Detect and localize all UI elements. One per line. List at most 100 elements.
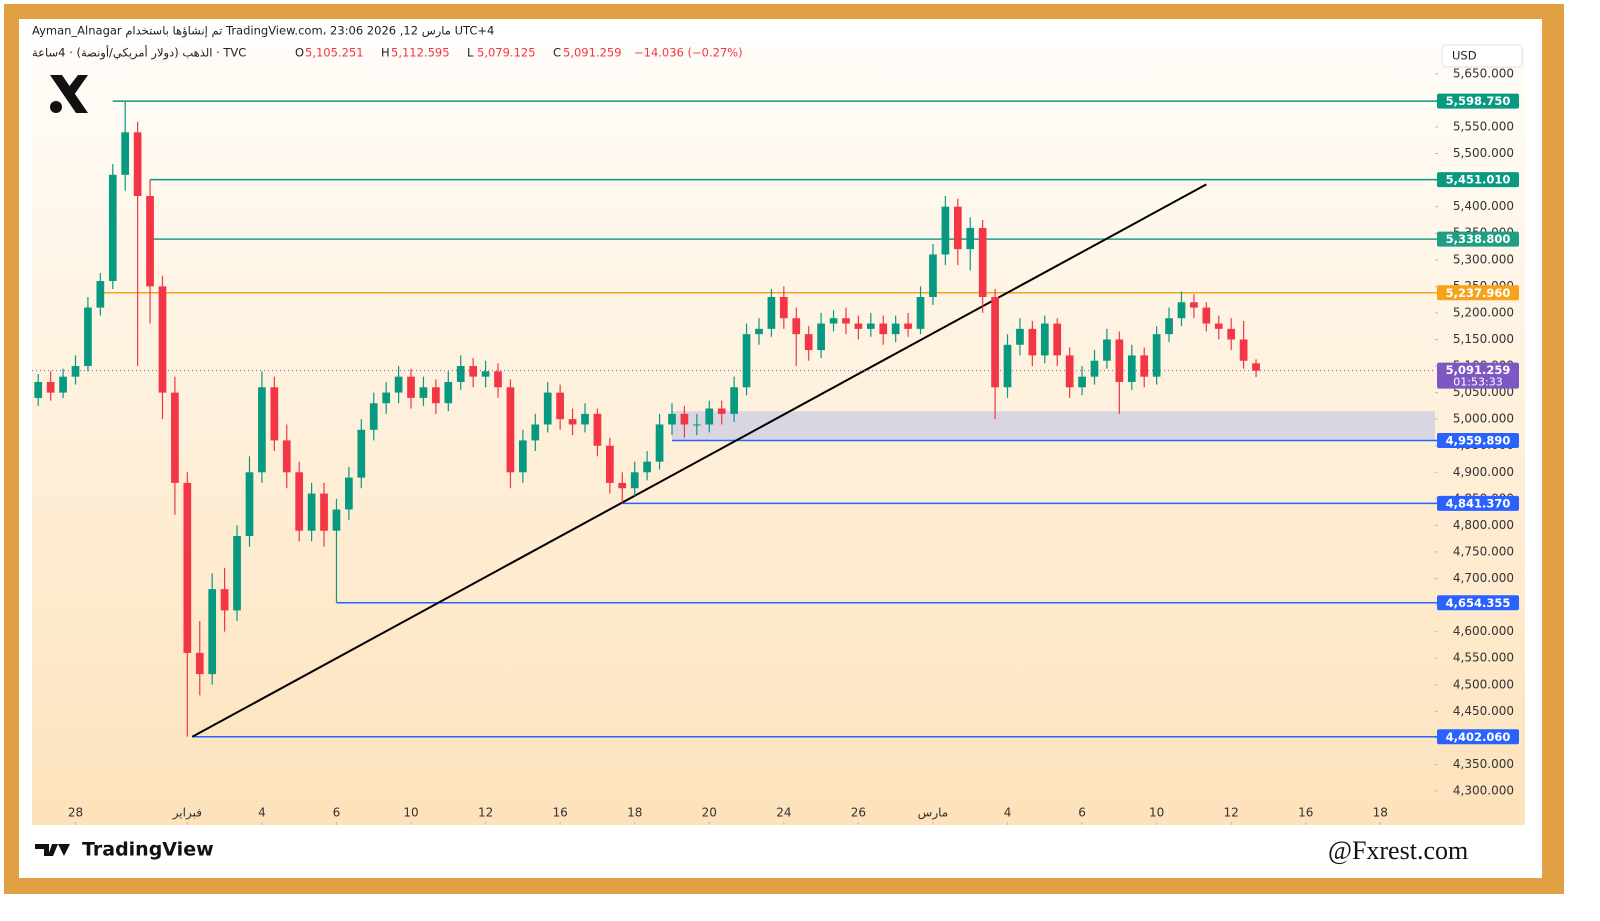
candle-body xyxy=(46,381,55,393)
candle-body xyxy=(270,387,279,441)
y-tick-label: 5,500.000 xyxy=(1453,146,1514,160)
candle-body xyxy=(568,419,577,425)
candle-body xyxy=(419,387,428,398)
y-tick-label: 4,600.000 xyxy=(1453,624,1514,638)
candle-body xyxy=(345,477,353,510)
candle-body xyxy=(1016,328,1024,345)
candle-body xyxy=(556,392,564,420)
candle-body xyxy=(59,376,67,393)
candle-body xyxy=(332,509,341,531)
y-tick-label: 4,500.000 xyxy=(1453,677,1514,691)
candle-body xyxy=(1090,360,1099,377)
candle-body xyxy=(543,392,552,425)
candle-body xyxy=(1028,328,1037,356)
x-tick-label: مارس xyxy=(918,806,949,821)
ohlc-value: 5,105.251 xyxy=(305,46,364,60)
candle-body xyxy=(792,318,801,335)
ohlc-key: L xyxy=(467,46,474,60)
candle-body xyxy=(692,424,701,426)
level-label-box xyxy=(1437,495,1519,511)
ohlc-value: 5,091.259 xyxy=(563,46,622,60)
y-tick-label: 4,300.000 xyxy=(1453,784,1514,798)
candle-body xyxy=(866,323,875,329)
candle-body xyxy=(369,403,378,430)
ohlc-key: O xyxy=(295,46,304,60)
candle-body xyxy=(133,132,142,197)
candle-body xyxy=(854,323,863,329)
candle-body xyxy=(966,227,975,250)
y-tick-label: 5,550.000 xyxy=(1453,119,1514,133)
candle-body xyxy=(519,440,527,473)
candle-body xyxy=(506,387,515,473)
candle-body xyxy=(195,652,204,675)
candle-body xyxy=(991,296,999,388)
x-tick-label: 12 xyxy=(1224,806,1239,820)
x-tick-label: 6 xyxy=(1078,806,1086,820)
candle-body xyxy=(829,318,838,324)
y-tick-label: 4,350.000 xyxy=(1453,757,1514,771)
candle-body xyxy=(233,536,241,611)
y-tick-label: 5,000.000 xyxy=(1453,412,1514,426)
candle-body xyxy=(705,408,714,425)
candle-body xyxy=(494,371,502,388)
ohlc-key: H xyxy=(381,46,390,60)
tv-logo xyxy=(35,844,70,856)
candle-body xyxy=(96,281,105,308)
level-label-box xyxy=(1437,93,1519,109)
candle-body xyxy=(618,482,627,489)
ohlc-legend: O 5,105.251 H 5,112.595 L 5,079.125 C 5,091.259… xyxy=(295,46,743,60)
candle-body xyxy=(295,472,304,531)
candle-body xyxy=(978,227,987,297)
candle-body xyxy=(84,307,92,367)
candle-body xyxy=(742,334,751,388)
countdown: 01:53:33 xyxy=(1453,376,1502,389)
candle-body xyxy=(767,296,776,329)
y-tick-label: 4,750.000 xyxy=(1453,544,1514,558)
level-label: 5,598.750 xyxy=(1446,94,1511,108)
candle-body xyxy=(71,366,80,377)
x-tick-label: 16 xyxy=(553,806,568,820)
candle-body xyxy=(730,387,738,414)
candle-body xyxy=(879,323,888,335)
candle-body xyxy=(208,589,217,675)
candle-body xyxy=(1003,344,1012,388)
trendline xyxy=(191,183,1207,738)
candle-body xyxy=(171,392,179,483)
candle-body xyxy=(456,366,465,382)
candle-body xyxy=(258,387,266,473)
last-price-label: 5,091.259 xyxy=(1446,363,1511,377)
y-tick-label: 4,700.000 xyxy=(1453,571,1514,585)
ohlc-key: C xyxy=(553,46,561,60)
candle-body xyxy=(121,132,130,175)
candle-body xyxy=(531,424,540,441)
candle-body xyxy=(680,413,689,425)
x-tick-label: 18 xyxy=(627,806,642,820)
candle-body xyxy=(804,334,813,351)
candle-body xyxy=(779,296,788,319)
candle-body xyxy=(357,429,366,478)
candle-body xyxy=(382,392,391,404)
x-tick-label: 26 xyxy=(851,806,866,820)
symbol: الذهب (دولار أمريكي/أونصة) · 4ساعة · TVC xyxy=(32,45,246,61)
candle-body xyxy=(593,413,602,446)
candle-body xyxy=(904,323,912,329)
x-tick-label: 4 xyxy=(258,806,266,820)
candle-body xyxy=(1214,323,1223,329)
candle-body xyxy=(655,424,664,462)
candle-body xyxy=(605,445,614,483)
candle-body xyxy=(444,381,453,404)
y-tick-label: 4,450.000 xyxy=(1453,704,1514,718)
y-tick-label: 4,900.000 xyxy=(1453,465,1514,479)
candle-body xyxy=(1103,339,1111,361)
x-tick-label: 24 xyxy=(776,806,791,820)
author-line: Ayman_Alnagar تم إنشاؤها باستخدام Tradin… xyxy=(32,24,494,39)
x-tick-label: 12 xyxy=(478,806,493,820)
candle-body xyxy=(1202,307,1211,324)
candle-body xyxy=(817,323,825,351)
candle-body xyxy=(630,472,639,489)
candle-body xyxy=(717,408,726,414)
y-tick-label: 5,150.000 xyxy=(1453,332,1514,346)
currency-box xyxy=(1441,44,1523,68)
candle-body xyxy=(929,254,937,297)
